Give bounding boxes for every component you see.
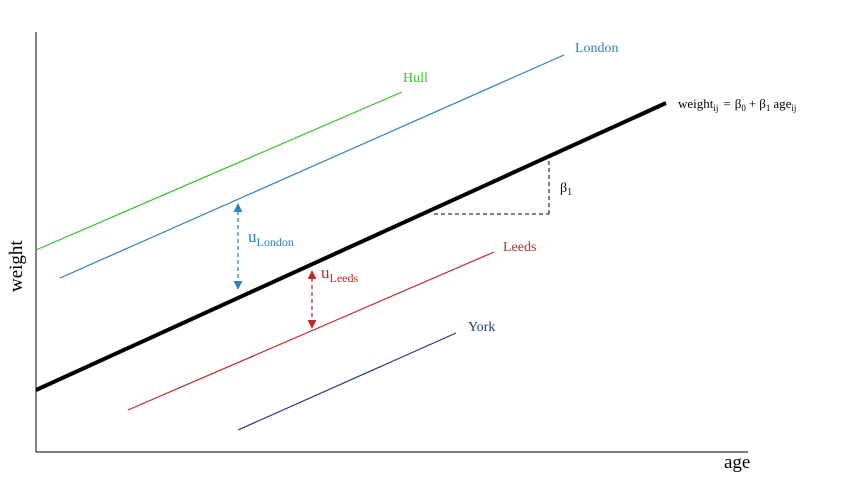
regression-equation: weightij = β0 + β1 ageij — [678, 96, 796, 113]
london-label: London — [575, 41, 619, 56]
york-label: York — [468, 320, 495, 335]
york-line — [237, 332, 457, 431]
y-axis-label: weight — [6, 240, 27, 292]
london-line — [59, 54, 565, 279]
overall-regression-line — [35, 101, 667, 392]
hull-label: Hull — [403, 71, 428, 86]
beta1-slope-label: β1 — [560, 181, 572, 198]
leeds-label: Leeds — [503, 240, 536, 255]
hull-line — [35, 91, 403, 251]
u-london-label: uLondon — [248, 227, 294, 249]
u-leeds-label: uLeeds — [321, 263, 358, 285]
leeds-line — [127, 251, 495, 411]
x-axis-label: age — [724, 452, 750, 473]
